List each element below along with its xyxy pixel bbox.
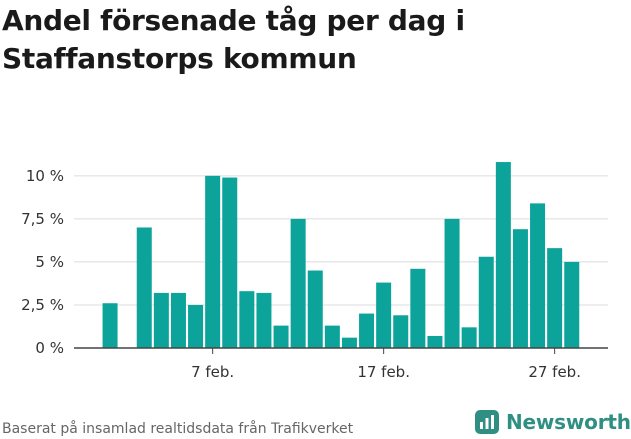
bar <box>205 175 221 348</box>
axes: 0 % 2,5 % 5 % 7,5 % 10 % 7 feb. 17 feb. 27 feb. <box>21 167 608 381</box>
bar <box>444 218 460 348</box>
bar <box>359 313 375 348</box>
bar-chart: 0 % 2,5 % 5 % 7,5 % 10 % 7 feb. 17 feb. 27 feb. <box>21 162 608 381</box>
bar <box>136 227 152 348</box>
chart-title: Andel försenade tåg per dag i Staffansto… <box>2 4 465 75</box>
bar <box>547 248 563 348</box>
bar <box>393 315 409 348</box>
bar <box>273 325 289 348</box>
bar <box>461 327 477 348</box>
bar <box>324 325 340 348</box>
bar <box>170 292 186 348</box>
bar <box>495 162 511 348</box>
y-tick-label: 0 % <box>35 339 64 357</box>
bar <box>153 292 169 348</box>
y-tick-label: 7,5 % <box>21 210 64 228</box>
y-tick-label: 2,5 % <box>21 296 64 314</box>
x-tick-label: 27 feb. <box>528 363 581 381</box>
bar <box>222 177 238 348</box>
bar <box>307 270 323 348</box>
bar <box>290 218 306 348</box>
bar <box>341 337 357 348</box>
bar <box>239 291 255 348</box>
brand-logo: Newsworthy <box>474 407 631 437</box>
source-note: Baserat på insamlad realtidsdata från Tr… <box>2 421 354 437</box>
bar <box>427 335 443 348</box>
y-tick-label: 5 % <box>35 253 64 271</box>
newsworthy-logo-icon <box>475 410 499 434</box>
x-tick-label: 7 feb. <box>191 363 234 381</box>
bar <box>102 303 118 348</box>
bars <box>102 162 580 348</box>
bar <box>376 282 392 348</box>
x-tick-label: 17 feb. <box>357 363 410 381</box>
bar <box>256 292 272 348</box>
brand-name: Newsworthy <box>506 410 631 434</box>
bar <box>478 256 494 348</box>
bar <box>564 261 580 348</box>
y-tick-label: 10 % <box>26 167 64 185</box>
bar <box>410 268 426 348</box>
bar <box>512 229 528 348</box>
bar <box>530 203 546 348</box>
bar <box>188 304 204 348</box>
